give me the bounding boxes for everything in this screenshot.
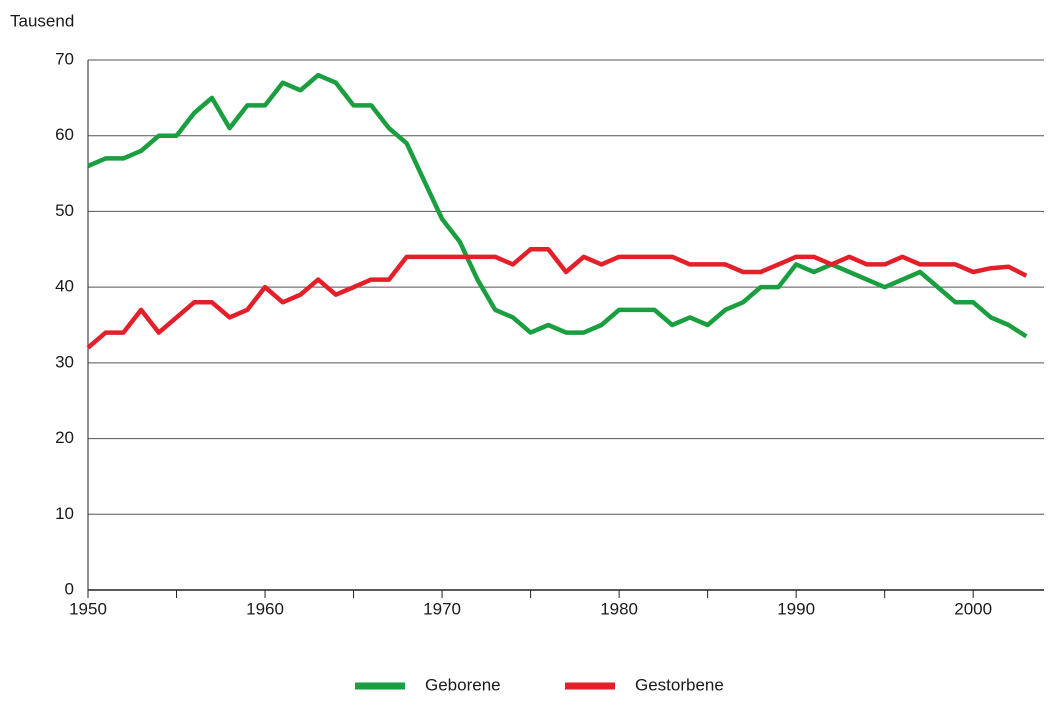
y-tick-label: 20 <box>55 428 74 447</box>
x-tick-label: 1950 <box>69 599 107 618</box>
y-tick-label: 50 <box>55 201 74 220</box>
x-tick-label: 2000 <box>954 599 992 618</box>
y-axis-label: Tausend <box>10 11 74 30</box>
x-tick-label: 1980 <box>600 599 638 618</box>
data-line <box>87 72 1028 339</box>
y-tick-label: 40 <box>55 277 74 296</box>
y-tick-label: 60 <box>55 125 74 144</box>
legend-label: Geborene <box>425 675 501 694</box>
data-line <box>86 247 1028 350</box>
x-tick-label: 1960 <box>246 599 284 618</box>
x-tick-label: 1990 <box>777 599 815 618</box>
y-tick-label: 10 <box>55 504 74 523</box>
y-tick-label: 70 <box>55 49 74 68</box>
y-tick-label: 30 <box>55 352 74 371</box>
y-tick-label: 0 <box>65 579 74 598</box>
x-tick-label: 1970 <box>423 599 461 618</box>
legend-label: Gestorbene <box>635 675 724 694</box>
